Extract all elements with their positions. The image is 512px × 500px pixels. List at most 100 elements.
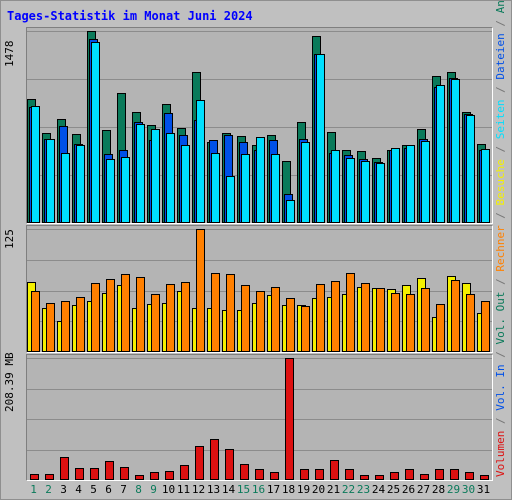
- legend-separator: /: [494, 13, 507, 34]
- legend-separator: /: [494, 410, 507, 431]
- bar-seiten: [181, 145, 190, 223]
- bar-volumen: [150, 472, 159, 480]
- bar-rechner: [346, 273, 355, 352]
- bar-seiten: [481, 149, 490, 223]
- bar-rechner: [151, 294, 160, 352]
- bar-seiten: [421, 141, 430, 223]
- x-tick-label: 29: [446, 483, 461, 496]
- bar-seiten: [31, 106, 40, 223]
- requests-panel: [26, 27, 493, 224]
- x-tick-label: 15: [236, 483, 251, 496]
- legend-separator: /: [494, 271, 507, 292]
- bar-seiten: [316, 54, 325, 223]
- bar-volumen: [270, 472, 279, 480]
- bar-volumen: [375, 475, 384, 480]
- bar-rechner: [76, 297, 85, 352]
- x-tick-label: 19: [296, 483, 311, 496]
- bar-seiten: [256, 137, 265, 223]
- bar-seiten: [121, 157, 130, 223]
- x-tick-label: 3: [60, 483, 67, 496]
- x-tick-label: 25: [386, 483, 401, 496]
- y-max-label-requests: 1478: [3, 40, 16, 68]
- bar-seiten: [406, 145, 415, 223]
- bar-rechner: [256, 291, 265, 352]
- bar-volumen: [360, 475, 369, 480]
- legend-item: Seiten: [494, 99, 507, 140]
- legend-item: Anfragen: [494, 0, 507, 13]
- bar-rechner: [91, 283, 100, 352]
- legend-separator: /: [494, 139, 507, 160]
- x-tick-label: 28: [431, 483, 446, 496]
- x-tick-label: 30: [461, 483, 476, 496]
- bar-volumen: [300, 469, 309, 480]
- bar-rechner: [136, 277, 145, 352]
- bar-rechner: [61, 301, 70, 352]
- bar-volumen: [180, 465, 189, 480]
- x-tick-label: 31: [476, 483, 491, 496]
- bar-seiten: [436, 85, 445, 223]
- bar-rechner: [451, 280, 460, 352]
- bar-volumen: [390, 472, 399, 480]
- bar-volumen: [90, 468, 99, 480]
- x-tick-label: 6: [105, 483, 112, 496]
- x-tick-label: 23: [356, 483, 371, 496]
- bar-rechner: [46, 303, 55, 352]
- bar-volumen: [420, 474, 429, 480]
- x-tick-label: 20: [311, 483, 326, 496]
- bar-volumen: [210, 439, 219, 480]
- bar-seiten: [451, 79, 460, 223]
- x-tick-label: 13: [206, 483, 221, 496]
- legend-item: Volumen: [494, 430, 507, 477]
- legend-item: Besuche: [494, 159, 507, 206]
- x-tick-label: 26: [401, 483, 416, 496]
- bar-rechner: [376, 288, 385, 352]
- x-tick-label: 5: [90, 483, 97, 496]
- x-tick-label: 14: [221, 483, 236, 496]
- bar-rechner: [181, 282, 190, 352]
- bar-volumen: [255, 469, 264, 480]
- bar-volumen: [165, 471, 174, 480]
- bar-rechner: [31, 291, 40, 352]
- bar-rechner: [316, 284, 325, 352]
- bar-rechner: [196, 229, 205, 352]
- legend: Volumen / Vol. In / Vol. Out / Rechner /…: [494, 0, 510, 477]
- legend-separator: /: [494, 344, 507, 365]
- bar-rechner: [121, 274, 130, 352]
- bar-rechner: [211, 273, 220, 352]
- bar-seiten: [376, 163, 385, 223]
- x-tick-label: 11: [176, 483, 191, 496]
- bar-rechner: [466, 294, 475, 352]
- bar-volumen: [315, 469, 324, 480]
- bar-seiten: [61, 153, 70, 223]
- bar-volumen: [345, 469, 354, 480]
- x-tick-label: 9: [150, 483, 157, 496]
- bar-rechner: [106, 279, 115, 352]
- chart-title: Tages-Statistik im Monat Juni 2024: [7, 9, 253, 23]
- bar-volumen: [240, 464, 249, 480]
- bar-rechner: [166, 284, 175, 352]
- x-tick-label: 2: [45, 483, 52, 496]
- bar-rechner: [436, 304, 445, 352]
- bar-seiten: [271, 154, 280, 223]
- bar-rechner: [331, 281, 340, 352]
- bar-seiten: [226, 176, 235, 223]
- x-tick-label: 7: [120, 483, 127, 496]
- volume-panel: [26, 354, 493, 481]
- x-tick-label: 4: [75, 483, 82, 496]
- bar-seiten: [361, 161, 370, 223]
- bar-volumen: [285, 358, 294, 480]
- bar-rechner: [301, 306, 310, 352]
- bar-seiten: [166, 133, 175, 223]
- legend-item: Vol. Out: [494, 291, 507, 345]
- bar-rechner: [391, 293, 400, 352]
- x-tick-label: 10: [161, 483, 176, 496]
- bar-rechner: [421, 288, 430, 352]
- bar-volumen: [195, 446, 204, 480]
- bar-volumen: [435, 469, 444, 480]
- bar-seiten: [391, 148, 400, 223]
- x-tick-label: 27: [416, 483, 431, 496]
- bar-volumen: [225, 449, 234, 480]
- bar-volumen: [45, 474, 54, 480]
- x-tick-label: 16: [251, 483, 266, 496]
- bar-volumen: [30, 474, 39, 480]
